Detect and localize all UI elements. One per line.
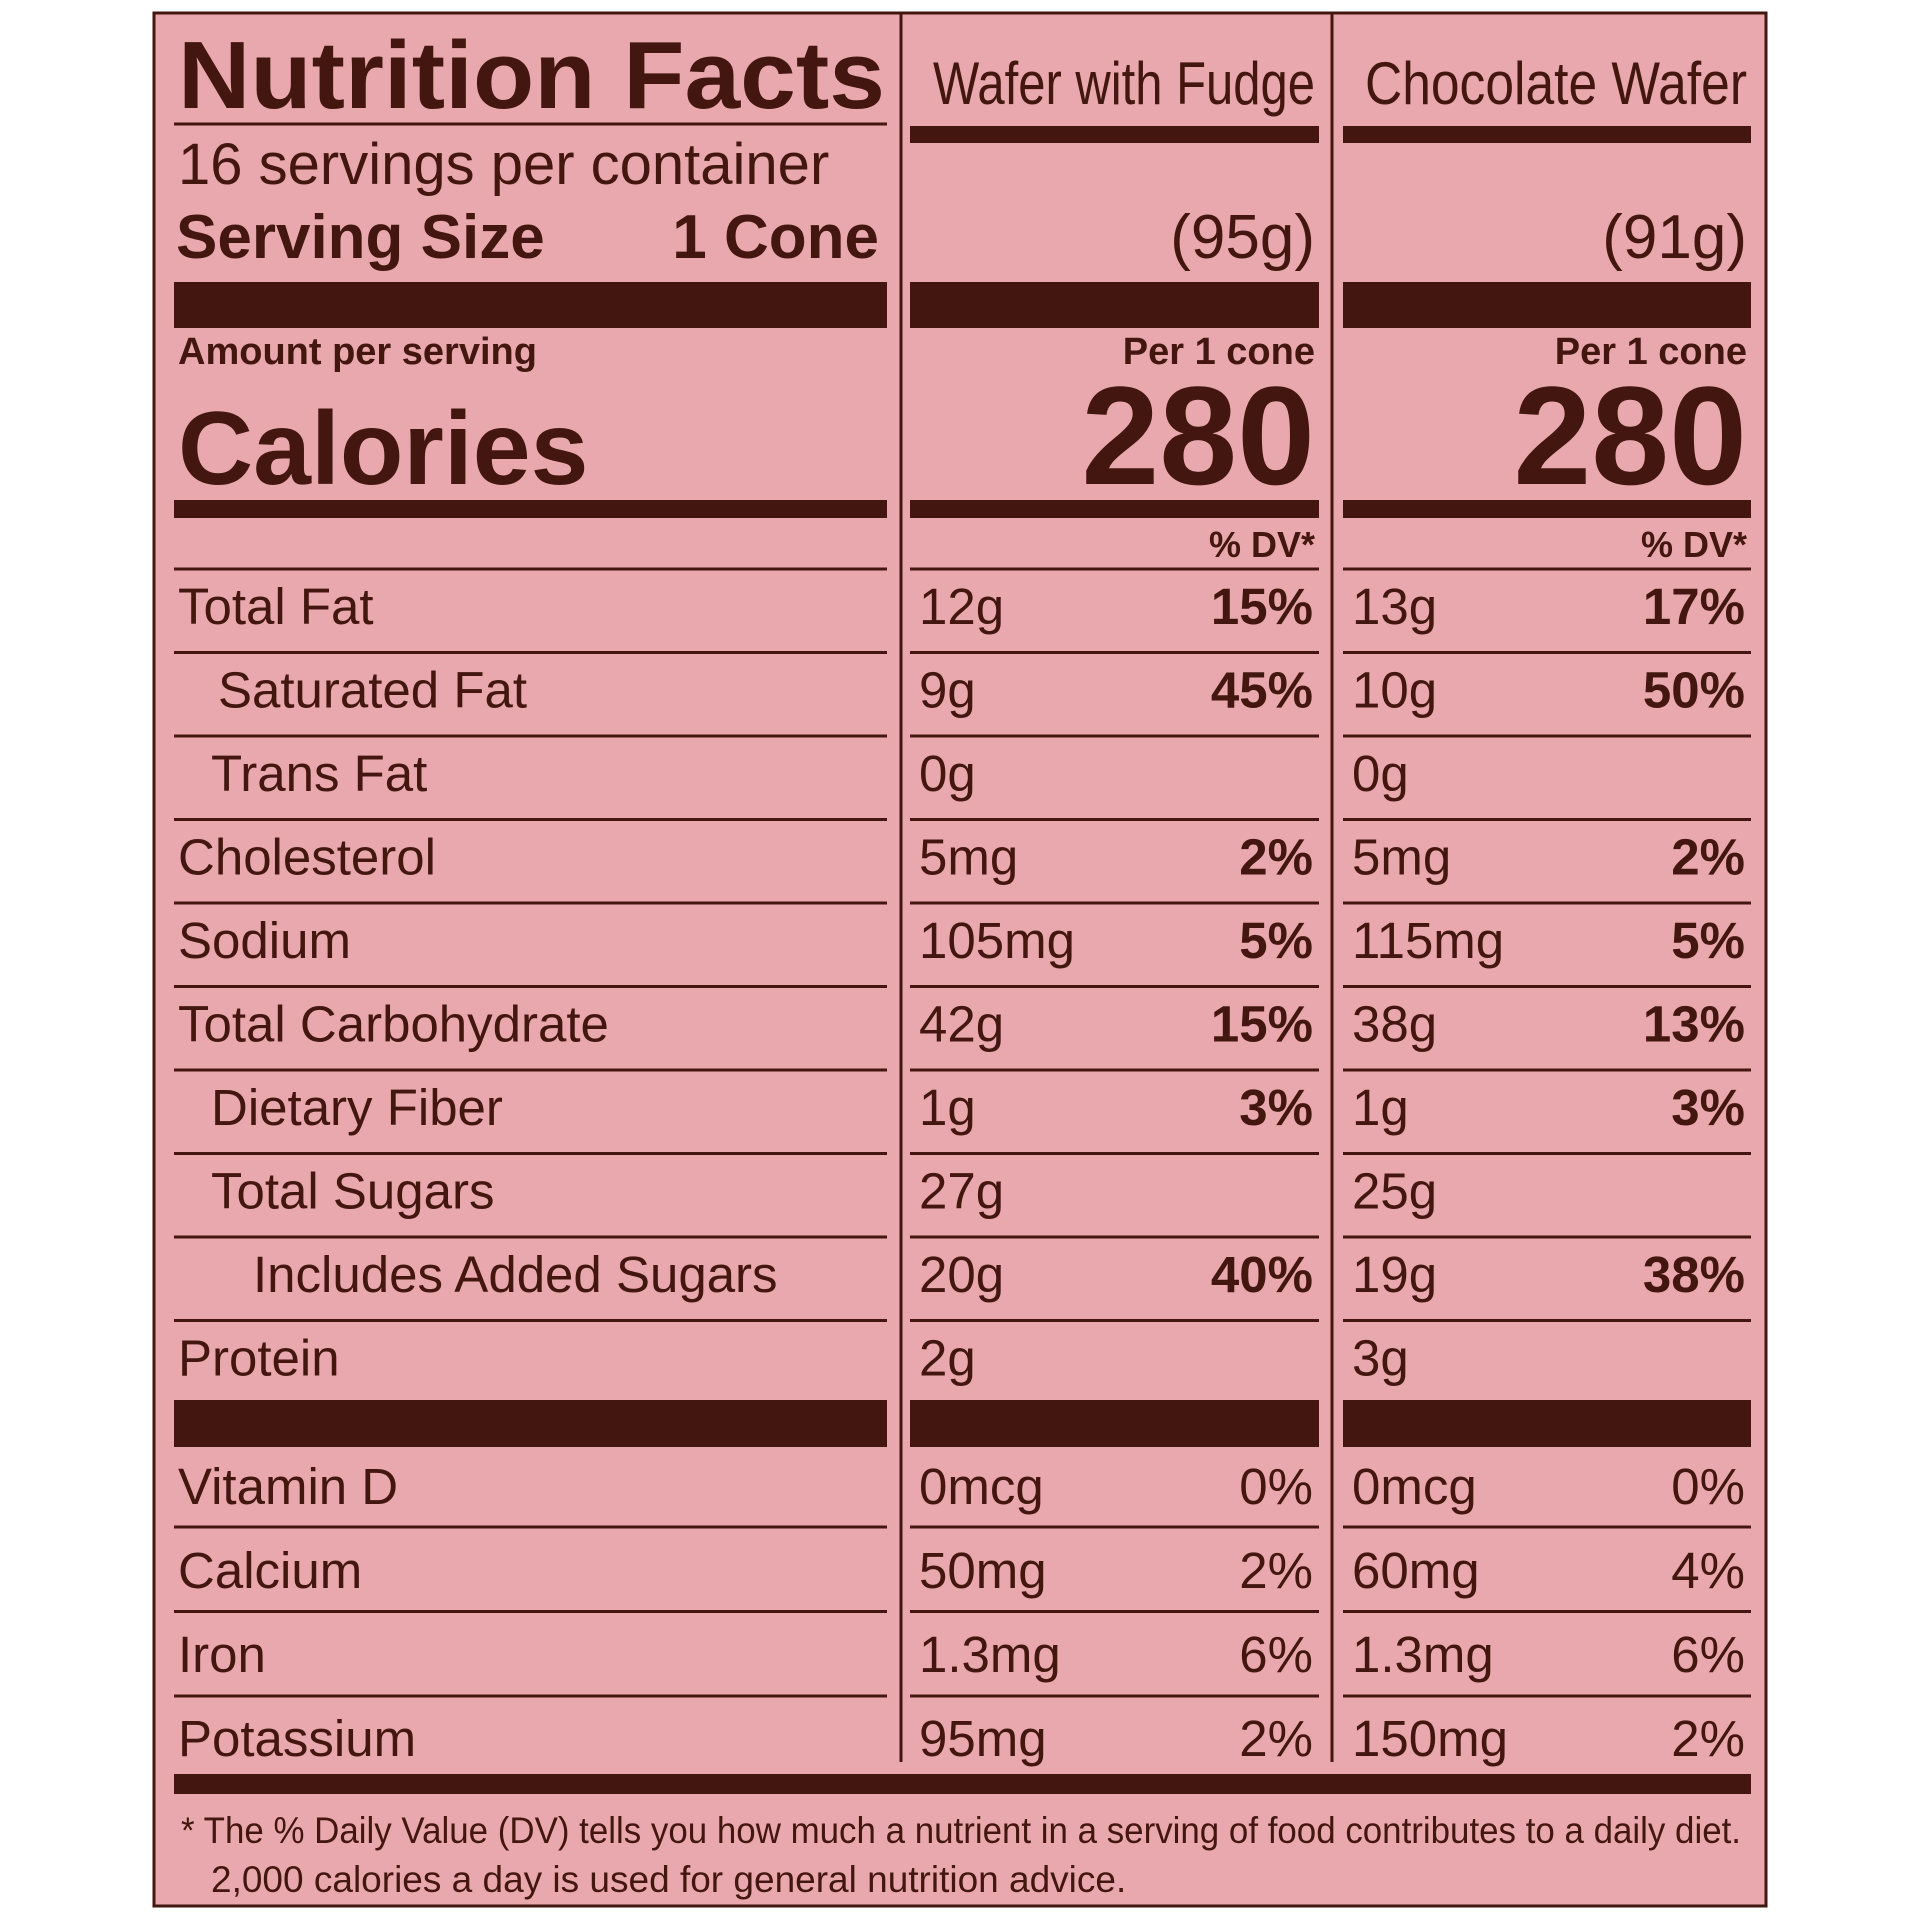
dv-header: % DV*	[1641, 524, 1747, 565]
calories-label: Calories	[178, 391, 588, 507]
nutrient-amount: 5mg	[1352, 829, 1451, 886]
nutrient-dv: 50%	[1643, 662, 1745, 719]
nutrient-amount: 10g	[1352, 662, 1437, 719]
nutrient-dv: 2%	[1239, 829, 1313, 886]
nutrient-amount: 19g	[1352, 1246, 1437, 1303]
vitamin-dv: 6%	[1671, 1626, 1745, 1683]
vitamin-amount: 150mg	[1352, 1710, 1508, 1767]
serving-size-label: Serving Size	[176, 203, 545, 272]
vitamin-amount: 1.3mg	[919, 1626, 1061, 1683]
product-name: Chocolate Wafer	[1365, 50, 1747, 117]
product-weight: (91g)	[1602, 203, 1747, 272]
per-serving: Per 1 cone	[1555, 331, 1747, 373]
nutrient-dv: 13%	[1643, 996, 1745, 1053]
rule-bar	[174, 282, 887, 328]
nutrient-dv: 5%	[1671, 912, 1745, 969]
vitamin-label: Vitamin D	[178, 1458, 398, 1515]
amount-per-serving: Amount per serving	[178, 331, 537, 373]
servings: 16 servings per container	[178, 132, 829, 197]
nutrient-dv: 15%	[1211, 578, 1313, 635]
vitamin-amount: 0mcg	[919, 1458, 1044, 1515]
nutrient-amount: 20g	[919, 1246, 1004, 1303]
rule-bar	[910, 500, 1319, 518]
vitamin-dv: 0%	[1671, 1458, 1745, 1515]
nutrient-amount: 42g	[919, 996, 1004, 1053]
vitamin-dv: 6%	[1239, 1626, 1313, 1683]
nutrient-label: Includes Added Sugars	[253, 1246, 778, 1303]
nutrient-label: Saturated Fat	[218, 662, 527, 719]
nutrient-dv: 38%	[1643, 1246, 1745, 1303]
calories-value: 280	[1513, 357, 1747, 514]
rule-bar	[174, 1774, 1751, 1794]
nutrient-amount: 0g	[1352, 745, 1409, 802]
nutrient-label: Total Carbohydrate	[178, 996, 609, 1053]
vitamin-amount: 95mg	[919, 1710, 1047, 1767]
rule-bar	[1343, 500, 1751, 518]
vitamin-amount: 0mcg	[1352, 1458, 1477, 1515]
nutrient-amount: 0g	[919, 745, 976, 802]
vitamin-dv: 4%	[1671, 1542, 1745, 1599]
nutrient-amount: 12g	[919, 578, 1004, 635]
nutrient-amount: 1g	[1352, 1079, 1409, 1136]
dv-header: % DV*	[1209, 524, 1315, 565]
calories-value: 280	[1081, 357, 1315, 514]
vitamin-label: Potassium	[178, 1710, 416, 1767]
rule-bar	[910, 126, 1319, 143]
nutrient-label: Total Sugars	[211, 1163, 495, 1220]
nutrient-amount: 2g	[919, 1330, 976, 1387]
nutrient-amount: 115mg	[1352, 912, 1504, 969]
nutrient-amount: 27g	[919, 1163, 1004, 1220]
label-background	[152, 11, 1768, 1908]
nutrient-dv: 3%	[1239, 1079, 1313, 1136]
nutrient-label: Dietary Fiber	[211, 1079, 503, 1136]
footnote: * The % Daily Value (DV) tells you how m…	[181, 1810, 1741, 1851]
nutrient-amount: 38g	[1352, 996, 1437, 1053]
nutrient-label: Total Fat	[178, 578, 374, 635]
vitamin-dv: 2%	[1239, 1710, 1313, 1767]
nutrient-amount: 25g	[1352, 1163, 1437, 1220]
nutrient-amount: 3g	[1352, 1330, 1409, 1387]
nutrient-label: Trans Fat	[211, 745, 427, 802]
nutrient-label: Sodium	[178, 912, 351, 969]
nutrient-dv: 40%	[1211, 1246, 1313, 1303]
title: Nutrition Facts	[178, 22, 885, 129]
nutrient-amount: 1g	[919, 1079, 976, 1136]
rule-bar	[1343, 1400, 1751, 1447]
nutrient-label: Protein	[178, 1330, 340, 1387]
product-weight: (95g)	[1170, 203, 1315, 272]
vitamin-amount: 1.3mg	[1352, 1626, 1494, 1683]
nutrient-amount: 9g	[919, 662, 976, 719]
nutrient-dv: 3%	[1671, 1079, 1745, 1136]
nutrient-dv: 5%	[1239, 912, 1313, 969]
vitamin-dv: 0%	[1239, 1458, 1313, 1515]
rule-bar	[1343, 126, 1751, 143]
rule-bar	[910, 1400, 1319, 1447]
vitamin-label: Iron	[178, 1626, 266, 1683]
vitamin-amount: 50mg	[919, 1542, 1047, 1599]
nutrient-amount: 105mg	[919, 912, 1075, 969]
nutrient-dv: 2%	[1671, 829, 1745, 886]
nutrient-dv: 15%	[1211, 996, 1313, 1053]
nutrient-label: Cholesterol	[178, 829, 436, 886]
rule-bar	[910, 282, 1319, 328]
product-name: Wafer with Fudge	[933, 50, 1315, 117]
nutrient-dv: 45%	[1211, 662, 1313, 719]
rule-bar	[174, 500, 887, 518]
vitamin-dv: 2%	[1239, 1542, 1313, 1599]
footnote: 2,000 calories a day is used for general…	[211, 1859, 1126, 1900]
nutrient-amount: 5mg	[919, 829, 1018, 886]
nutrient-dv: 17%	[1643, 578, 1745, 635]
vitamin-label: Calcium	[178, 1542, 362, 1599]
rule-bar	[174, 1400, 887, 1447]
serving-size: 1 Cone	[672, 203, 879, 272]
vitamin-amount: 60mg	[1352, 1542, 1480, 1599]
per-serving: Per 1 cone	[1123, 331, 1315, 373]
rule-bar	[1343, 282, 1751, 328]
vitamin-dv: 2%	[1671, 1710, 1745, 1767]
nutrient-amount: 13g	[1352, 578, 1437, 635]
